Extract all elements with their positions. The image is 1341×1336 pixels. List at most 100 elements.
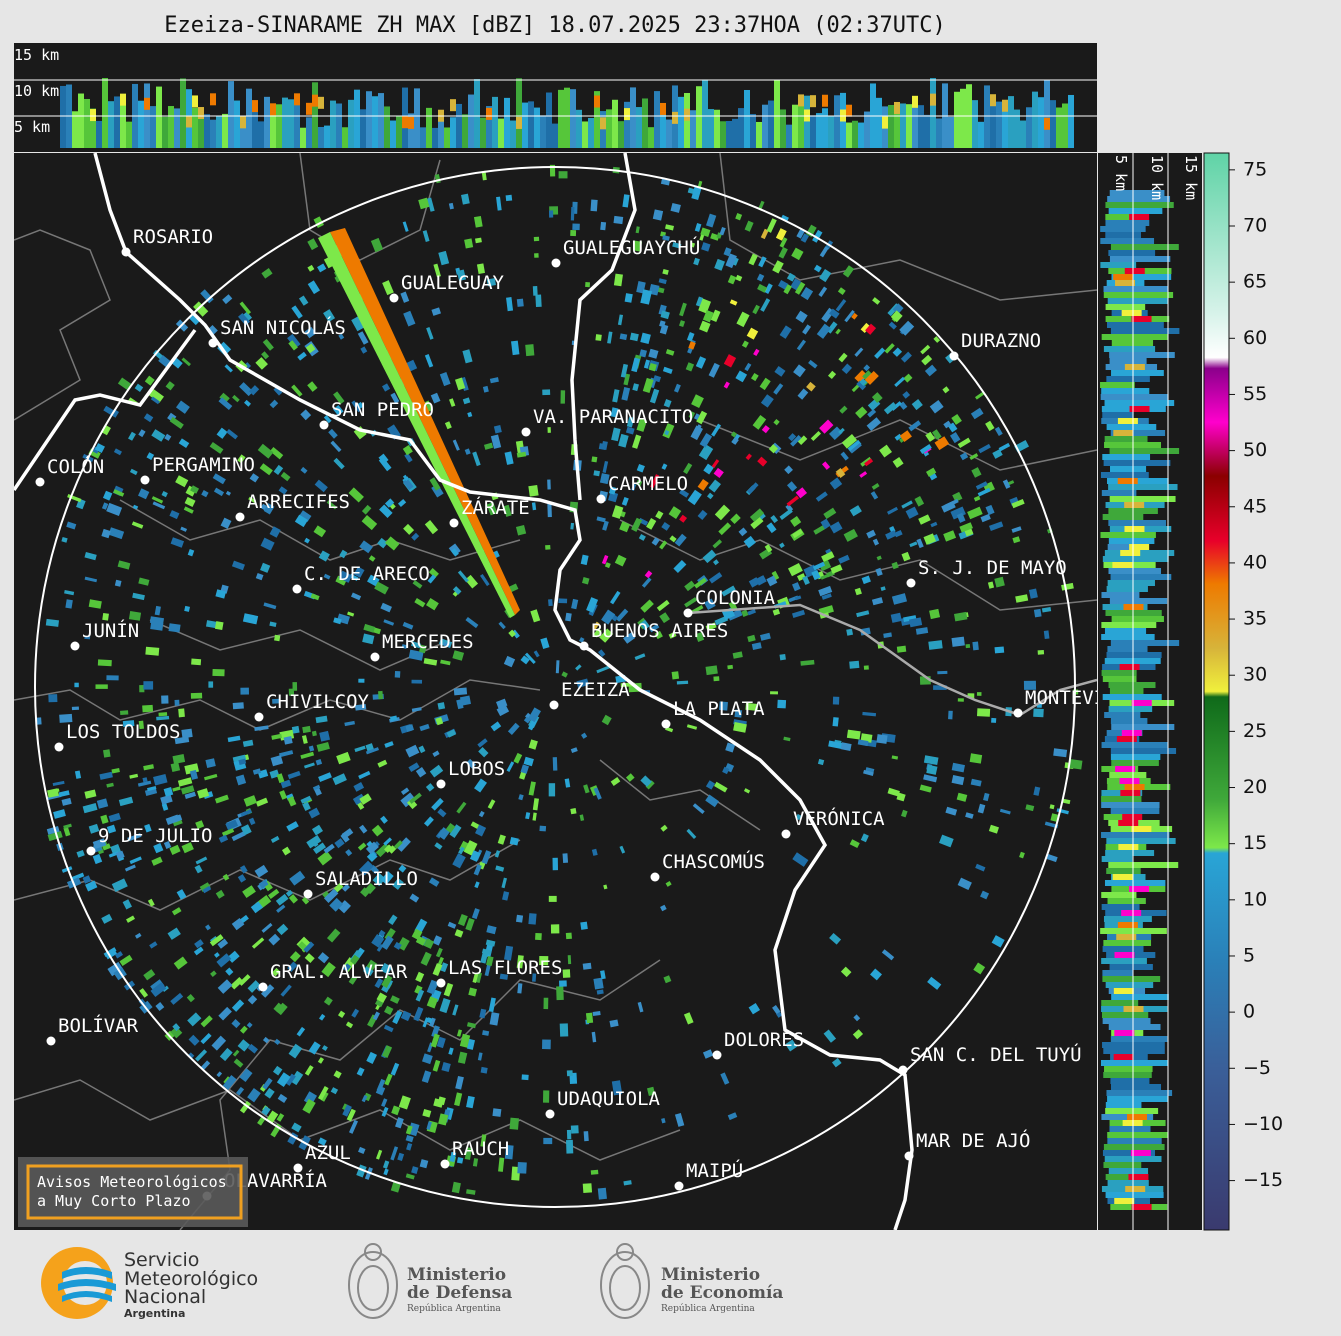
radar-echo xyxy=(1015,594,1029,603)
radar-echo xyxy=(427,197,435,212)
radar-echo xyxy=(555,660,560,674)
radar-echo xyxy=(235,1086,245,1096)
section-echo xyxy=(1102,694,1162,700)
section-echo xyxy=(1020,120,1026,148)
radar-echo xyxy=(610,777,621,786)
radar-echo xyxy=(540,637,550,649)
radar-echo xyxy=(306,834,322,849)
section-echo xyxy=(390,120,396,148)
radar-echo xyxy=(111,878,128,893)
section-echo xyxy=(1129,544,1150,550)
radar-echo xyxy=(437,808,447,818)
radar-echo xyxy=(172,786,181,792)
radar-echo xyxy=(413,1006,424,1022)
section-echo xyxy=(882,116,888,129)
radar-echo xyxy=(365,841,379,855)
radar-echo xyxy=(901,809,908,818)
radar-echo xyxy=(820,573,830,580)
range-ring xyxy=(34,166,1076,1208)
radar-echo xyxy=(149,941,158,949)
city-label: BOLÍVAR xyxy=(58,1014,139,1037)
radar-echo xyxy=(959,522,973,533)
radar-echo xyxy=(992,449,1003,459)
radar-echo xyxy=(674,533,687,547)
section-echo xyxy=(372,96,378,148)
city-marker xyxy=(650,872,660,882)
radar-echo xyxy=(596,516,606,523)
radar-echo xyxy=(694,577,707,589)
radar-echo xyxy=(264,1087,275,1099)
section-echo xyxy=(330,100,336,148)
radar-echo xyxy=(291,384,303,397)
radar-echo xyxy=(361,515,378,531)
radar-echo xyxy=(231,560,245,571)
radar-echo xyxy=(232,754,247,763)
radar-echo xyxy=(106,782,114,788)
radar-echo xyxy=(808,359,818,369)
radar-echo xyxy=(679,514,688,523)
radar-echo xyxy=(509,1117,519,1130)
radar-echo xyxy=(172,819,183,827)
radar-echo xyxy=(881,949,895,961)
section-echo xyxy=(510,120,516,148)
radar-echo xyxy=(965,812,974,819)
radar-echo xyxy=(383,619,395,626)
radar-echo xyxy=(274,634,281,642)
radar-echo xyxy=(640,599,654,613)
radar-echo xyxy=(956,512,966,523)
section-echo xyxy=(174,108,180,148)
section-echo xyxy=(1110,328,1180,334)
radar-echo xyxy=(384,1005,394,1016)
radar-echo xyxy=(209,934,224,947)
radar-echo xyxy=(129,468,138,476)
radar-echo xyxy=(437,702,446,710)
section-echo xyxy=(846,104,852,117)
radar-echo xyxy=(47,830,63,842)
radar-echo xyxy=(111,767,120,774)
radar-echo xyxy=(312,842,326,855)
radar-echo xyxy=(422,1108,432,1118)
radar-echo xyxy=(240,824,252,836)
section-echo xyxy=(1104,628,1147,634)
radar-echo xyxy=(511,340,520,356)
section-echo xyxy=(1108,1168,1149,1174)
radar-echo xyxy=(344,720,356,727)
radar-echo xyxy=(400,1010,412,1022)
radar-echo xyxy=(411,1166,419,1174)
radar-echo xyxy=(660,824,668,832)
radar-echo xyxy=(610,590,621,605)
radar-echo xyxy=(287,961,298,973)
section-echo xyxy=(1110,754,1161,760)
radar-echo xyxy=(477,1052,483,1061)
section-echo xyxy=(1102,1012,1149,1018)
radar-echo xyxy=(818,286,828,297)
radar-echo xyxy=(407,1122,420,1137)
section-echo xyxy=(1026,107,1032,148)
radar-echo xyxy=(800,286,814,301)
section-echo xyxy=(918,105,924,148)
radar-echo xyxy=(422,230,430,243)
section-echo xyxy=(1105,1108,1159,1114)
section-echo xyxy=(1117,418,1138,424)
radar-echo xyxy=(313,216,324,229)
section-echo xyxy=(1107,646,1148,652)
radar-echo xyxy=(161,695,169,704)
radar-echo xyxy=(790,516,802,527)
radar-echo xyxy=(748,253,758,266)
section-echo xyxy=(768,100,774,148)
section-echo xyxy=(1128,1174,1149,1180)
section-echo xyxy=(270,111,276,148)
radar-echo xyxy=(323,257,333,269)
radar-echo xyxy=(59,713,73,723)
section-echo xyxy=(1110,1078,1150,1084)
radar-echo xyxy=(939,834,954,848)
notice-button[interactable] xyxy=(26,1164,243,1220)
radar-echo xyxy=(843,528,858,542)
radar-echo xyxy=(262,338,274,351)
radar-echo xyxy=(144,787,158,796)
notice-panel xyxy=(18,1157,248,1227)
radar-echo xyxy=(239,1025,248,1034)
radar-echo xyxy=(383,837,392,846)
radar-echo xyxy=(449,398,456,407)
radar-echo xyxy=(520,655,530,665)
